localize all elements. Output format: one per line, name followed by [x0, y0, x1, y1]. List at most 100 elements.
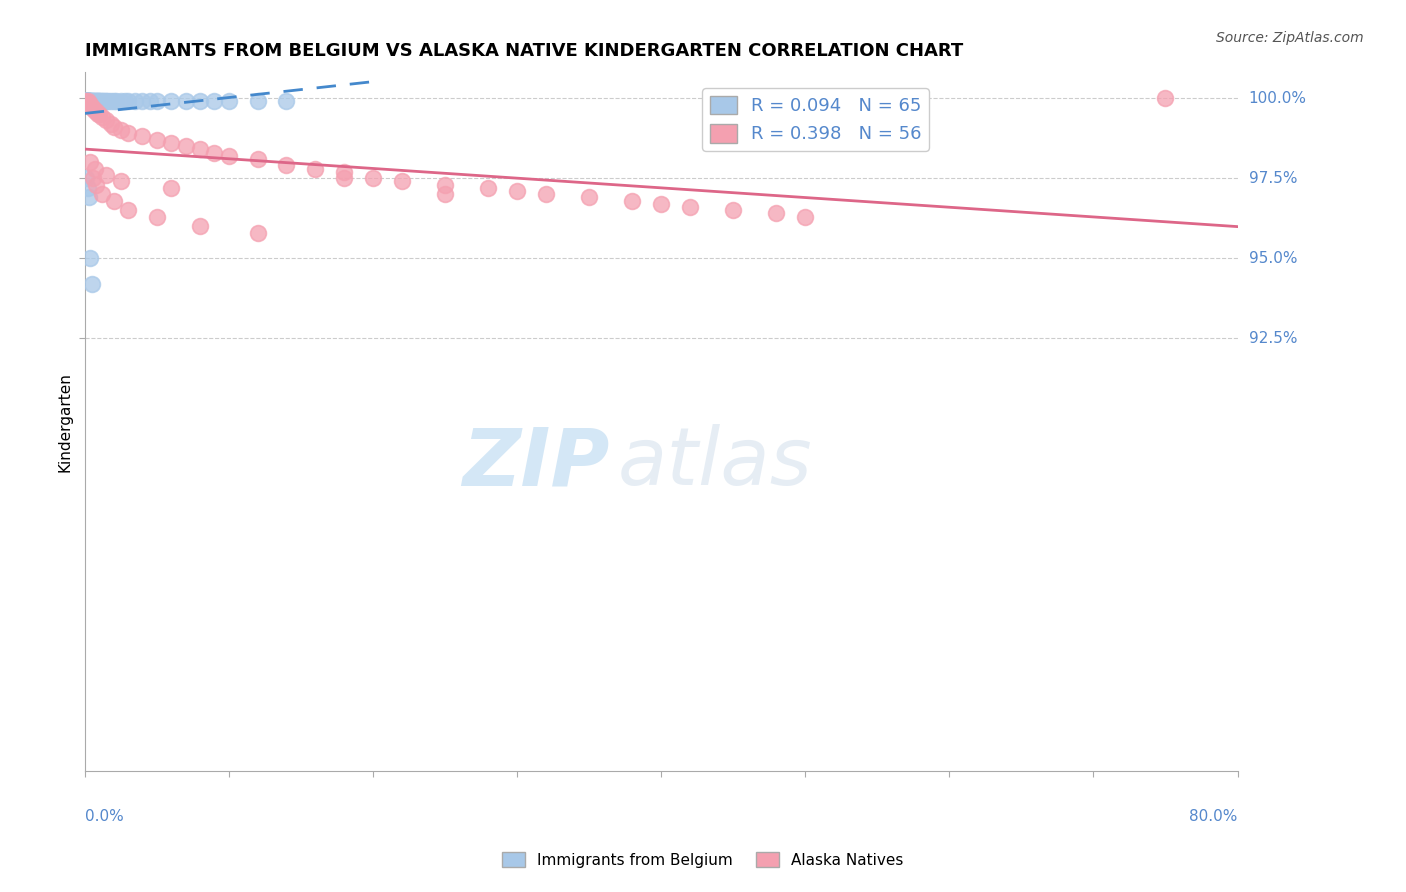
Point [82, 95, 104, 109]
Point [79, 95, 101, 109]
Point [100, 95, 122, 109]
Point [218, 149, 240, 163]
Point [506, 184, 529, 198]
Point [82, 101, 104, 115]
Text: 0.0%: 0.0% [84, 809, 124, 824]
Point [94, 95, 117, 109]
Point [391, 174, 413, 188]
Point [160, 95, 183, 109]
Point [174, 139, 197, 153]
Point [145, 210, 167, 224]
Point [333, 171, 356, 186]
Point [91, 95, 114, 109]
Point [124, 95, 146, 109]
Text: atlas: atlas [617, 425, 813, 502]
Point [304, 161, 326, 176]
Point [80, 95, 103, 109]
Point [174, 95, 197, 109]
Point [621, 194, 644, 208]
Point [160, 136, 183, 150]
Point [110, 174, 132, 188]
Point [117, 95, 139, 109]
Point [79, 251, 101, 265]
Point [433, 187, 456, 202]
Point [79, 155, 101, 169]
Point [87, 107, 110, 121]
Point [96, 168, 118, 182]
Legend: R = 0.094   N = 65, R = 0.398   N = 56: R = 0.094 N = 65, R = 0.398 N = 56 [702, 88, 929, 151]
Point [110, 123, 132, 137]
Text: 97.5%: 97.5% [1249, 170, 1298, 186]
Text: 80.0%: 80.0% [1189, 809, 1237, 824]
Point [76, 95, 98, 109]
Point [75, 95, 97, 109]
Point [534, 187, 557, 202]
Point [76, 95, 98, 109]
Point [83, 95, 105, 109]
Point [84, 103, 107, 118]
Point [103, 120, 125, 134]
Point [75, 95, 97, 109]
Point [79, 97, 101, 112]
Point [765, 206, 787, 220]
Point [114, 95, 136, 109]
Point [86, 107, 108, 121]
Point [160, 180, 183, 194]
Legend: Immigrants from Belgium, Alaska Natives: Immigrants from Belgium, Alaska Natives [496, 846, 910, 873]
Point [77, 97, 100, 112]
Point [77, 95, 100, 109]
Text: IMMIGRANTS FROM BELGIUM VS ALASKA NATIVE KINDERGARTEN CORRELATION CHART: IMMIGRANTS FROM BELGIUM VS ALASKA NATIVE… [84, 42, 963, 60]
Point [76, 95, 98, 109]
Point [110, 95, 132, 109]
Text: 95.0%: 95.0% [1249, 251, 1298, 266]
Point [75, 95, 97, 109]
Point [76, 95, 98, 109]
Point [75, 95, 97, 109]
Text: Source: ZipAtlas.com: Source: ZipAtlas.com [1216, 31, 1364, 45]
Point [75, 95, 97, 109]
Point [75, 95, 97, 109]
Point [84, 95, 107, 109]
Point [83, 103, 105, 118]
Point [202, 145, 225, 160]
Point [276, 95, 298, 109]
Text: 100.0%: 100.0% [1249, 91, 1306, 105]
Text: ZIP: ZIP [461, 425, 609, 502]
Point [76, 95, 98, 109]
Point [103, 95, 125, 109]
Point [105, 95, 128, 109]
Point [96, 95, 118, 109]
Point [91, 187, 114, 202]
Y-axis label: Kindergarten: Kindergarten [58, 372, 72, 472]
Point [77, 95, 100, 109]
Point [75, 95, 97, 109]
Point [80, 277, 103, 291]
Point [103, 194, 125, 208]
Point [77, 190, 100, 204]
Point [1154, 91, 1177, 105]
Point [76, 95, 98, 109]
Point [76, 180, 98, 194]
Point [117, 126, 139, 140]
Point [794, 210, 817, 224]
Point [80, 95, 103, 109]
Point [188, 219, 211, 234]
Text: 92.5%: 92.5% [1249, 331, 1298, 346]
Point [75, 95, 97, 109]
Point [477, 180, 499, 194]
Point [80, 95, 103, 109]
Point [145, 95, 167, 109]
Point [79, 95, 101, 109]
Point [77, 95, 100, 109]
Point [131, 129, 153, 144]
Point [246, 152, 269, 166]
Point [188, 95, 211, 109]
Point [433, 178, 456, 192]
Point [96, 113, 118, 128]
Point [77, 95, 100, 109]
Point [87, 95, 110, 109]
Point [145, 133, 167, 147]
Point [650, 196, 672, 211]
Point [77, 95, 100, 109]
Point [86, 95, 108, 109]
